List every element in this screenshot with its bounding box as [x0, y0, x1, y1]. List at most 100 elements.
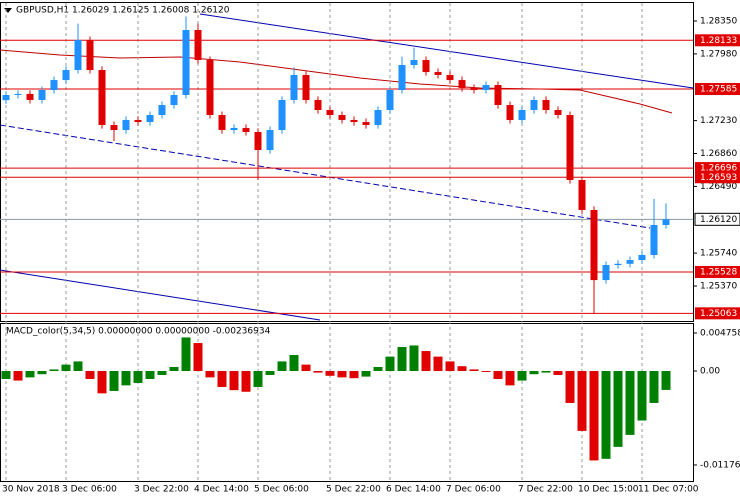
- histogram-bar: [445, 361, 455, 371]
- candle-body: [638, 254, 646, 261]
- histogram-bar: [325, 370, 335, 376]
- candle-body: [410, 60, 418, 66]
- histogram-bar: [625, 370, 635, 435]
- candle-body: [422, 60, 430, 73]
- level-label: 1.27585: [700, 85, 737, 95]
- candle-body: [326, 110, 334, 115]
- histogram-bar: [73, 361, 83, 371]
- histogram-bar: [157, 370, 167, 375]
- histogram-bar: [121, 370, 131, 386]
- histogram-bar: [253, 370, 263, 387]
- chart-title: GBPUSD,H1 1.26029 1.26125 1.26008 1.2612…: [16, 6, 230, 16]
- macd-panel: [0, 323, 694, 482]
- histogram-bar: [553, 370, 563, 375]
- x-tick-label: 5 Dec 06:00: [254, 485, 309, 495]
- candle-body: [362, 122, 370, 126]
- candle-body: [74, 40, 82, 70]
- histogram-bar: [217, 370, 227, 387]
- level-label: 1.25063: [700, 309, 737, 319]
- histogram-bar: [409, 345, 419, 371]
- y-tick-label: 1.28350: [700, 16, 737, 26]
- macd-title: MACD_color(5,34,5) 0.00000000 0.00000000…: [6, 327, 271, 337]
- histogram-bar: [337, 370, 347, 378]
- y-tick-label: 1.25370: [700, 282, 737, 292]
- candle-body: [158, 105, 166, 115]
- level-label-box: [695, 265, 740, 278]
- histogram-bar: [169, 367, 179, 371]
- candle-body: [482, 85, 490, 91]
- candle-body: [98, 69, 106, 126]
- main-panel: [0, 2, 694, 322]
- histogram-bar: [493, 370, 503, 379]
- candle-body: [62, 69, 70, 81]
- candle-body: [278, 99, 286, 131]
- candle-body: [314, 99, 322, 111]
- histogram-bar: [433, 356, 443, 371]
- histogram-bar: [361, 370, 371, 377]
- level-label-box: [695, 307, 740, 320]
- current-price-box: [694, 212, 740, 226]
- candle-body: [38, 90, 46, 100]
- candle-body: [14, 93, 22, 95]
- histogram-bar: [373, 367, 383, 371]
- histogram-bar: [565, 370, 575, 403]
- candle-body: [374, 110, 382, 126]
- level-label-box: [695, 83, 740, 96]
- trend-line: [199, 13, 694, 89]
- y-tick-label: 1.27230: [700, 116, 737, 126]
- histogram-bar: [505, 370, 515, 386]
- x-tick-label: 3 Dec 22:00: [134, 485, 189, 495]
- candle-body: [182, 29, 190, 95]
- candle-body: [602, 265, 610, 281]
- current-price-label: 1.26120: [700, 215, 737, 225]
- x-tick-label: 5 Dec 22:00: [326, 485, 381, 495]
- trend-line: [0, 269, 321, 321]
- candle-body: [554, 110, 562, 115]
- candle-body: [530, 99, 538, 111]
- candle-body: [566, 114, 574, 181]
- candle-body: [650, 225, 658, 255]
- y-tick-label: 1.26490: [700, 182, 737, 192]
- histogram-bar: [385, 356, 395, 371]
- candle-body: [290, 74, 298, 100]
- y-tick-label: 1.26860: [700, 149, 737, 159]
- histogram-bar: [529, 370, 539, 375]
- candle-body: [662, 219, 670, 226]
- candle-body: [458, 80, 466, 89]
- histogram-bar: [397, 347, 407, 371]
- candle-body: [122, 119, 130, 131]
- x-tick-label: 7 Dec 06:00: [446, 485, 501, 495]
- x-tick-label: 11 Dec 07:00: [638, 485, 699, 495]
- histogram-bar: [85, 370, 95, 379]
- candle-body: [386, 90, 394, 111]
- histogram-bar: [97, 370, 107, 394]
- y-tick-label: 1.27980: [700, 49, 737, 59]
- candle-body: [50, 80, 58, 91]
- histogram-bar: [241, 370, 251, 392]
- candle-body: [254, 131, 262, 151]
- histogram-bar: [1, 370, 11, 379]
- candle-body: [2, 94, 10, 101]
- candle-body: [506, 105, 514, 120]
- candle-body: [242, 127, 250, 132]
- candle-body: [398, 65, 406, 91]
- candle-body: [626, 260, 634, 264]
- histogram-bar: [277, 361, 287, 371]
- candle-body: [614, 263, 622, 266]
- histogram-bar: [229, 370, 239, 391]
- histogram-bar: [181, 337, 191, 371]
- histogram-bar: [541, 370, 551, 373]
- histogram-bar: [145, 370, 155, 379]
- y-tick-label: 0.00: [700, 366, 720, 376]
- histogram-bar: [517, 370, 527, 381]
- histogram-bar: [661, 370, 671, 390]
- candle-body: [110, 125, 118, 131]
- histogram-bar: [193, 343, 203, 371]
- candle-body: [302, 74, 310, 100]
- candle-body: [470, 88, 478, 91]
- candle-body: [206, 60, 214, 115]
- x-tick-label: 4 Dec 14:00: [194, 485, 249, 495]
- candle-body: [338, 114, 346, 120]
- candle-body: [494, 85, 502, 106]
